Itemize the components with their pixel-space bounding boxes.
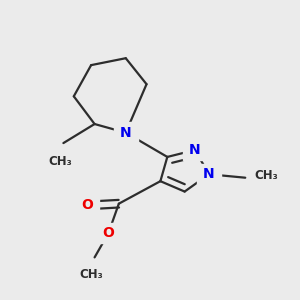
Text: CH₃: CH₃ (79, 268, 103, 281)
Text: O: O (82, 198, 94, 212)
Text: O: O (103, 226, 114, 240)
Bar (183, 140, 207, 160)
Text: N: N (120, 126, 132, 140)
Bar (97, 223, 120, 243)
Text: CH₃: CH₃ (254, 169, 278, 182)
Text: N: N (189, 143, 201, 157)
Text: N: N (203, 167, 215, 181)
Bar (114, 122, 138, 143)
Bar (197, 164, 221, 184)
Bar (76, 195, 99, 215)
Text: CH₃: CH₃ (48, 155, 72, 168)
